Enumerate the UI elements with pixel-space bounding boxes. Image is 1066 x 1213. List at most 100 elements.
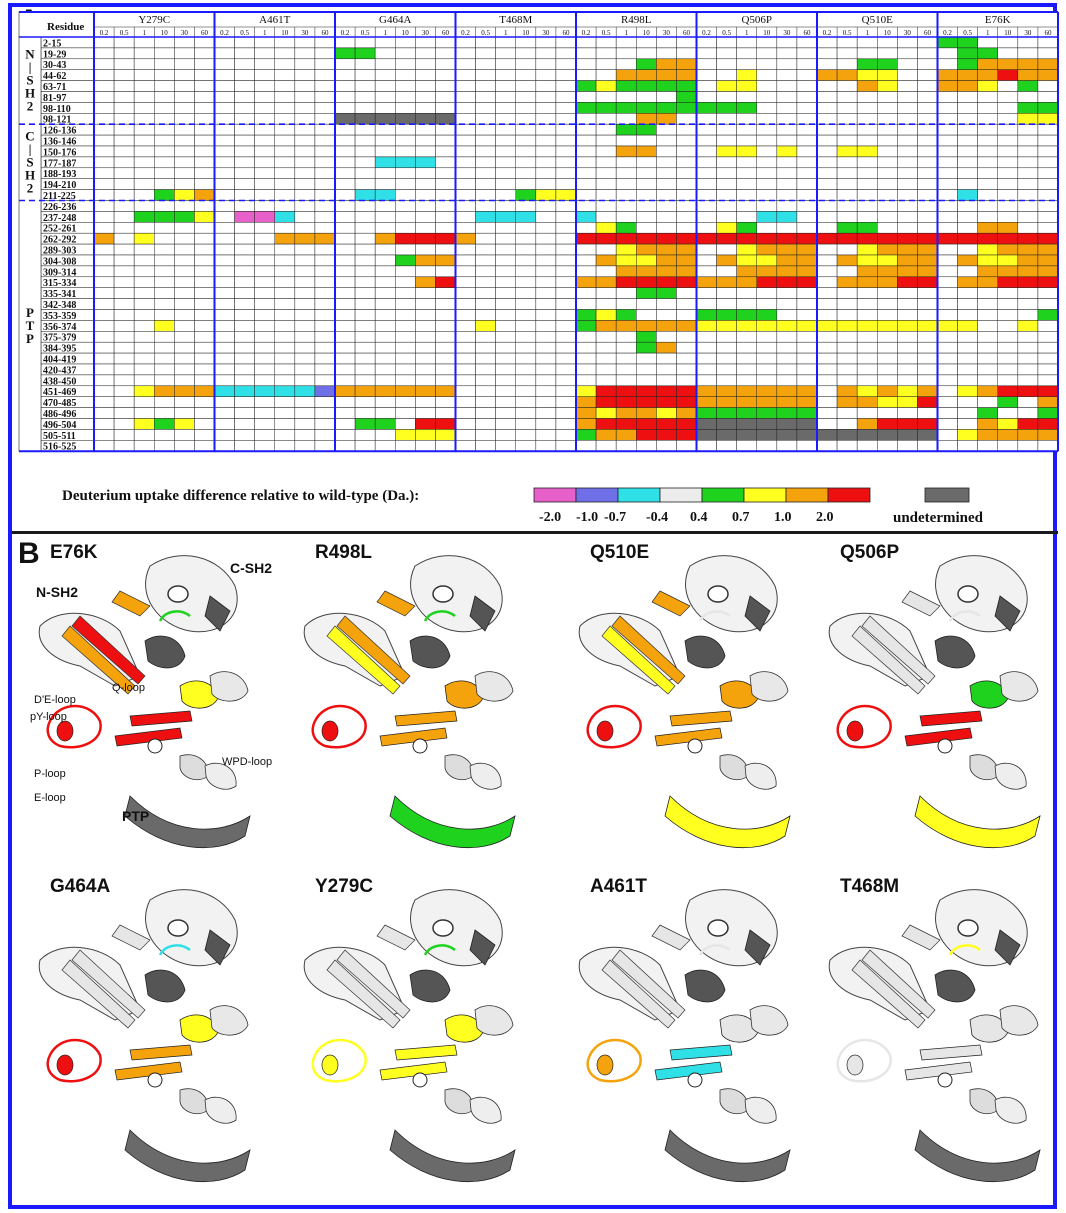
heatmap-cell [696, 134, 717, 147]
heatmap-cell [1017, 440, 1039, 452]
heatmap-cell [575, 363, 597, 376]
heatmap-cell [917, 418, 938, 430]
heatmap-cell [334, 276, 356, 288]
heatmap-cell [535, 36, 557, 49]
ptp-bottom-sheet [389, 795, 516, 849]
heatmap-cell [93, 265, 115, 278]
heatmap-cell [93, 123, 115, 136]
heatmap-cell [615, 363, 637, 376]
heatmap-cell [294, 113, 316, 125]
heatmap-cell [113, 396, 135, 408]
heatmap-cell [756, 80, 778, 92]
heatmap-cell [575, 80, 597, 92]
heatmap-cell [615, 396, 637, 408]
heatmap-cell [1017, 156, 1039, 169]
heatmap-cell [374, 407, 396, 419]
heatmap-cell [234, 440, 255, 452]
heatmap-cell [736, 91, 758, 103]
heatmap-cell [455, 396, 476, 408]
heatmap-cell [435, 331, 456, 343]
heatmap-cell [917, 385, 938, 397]
heatmap-cell [1037, 123, 1059, 136]
heatmap-cell [274, 440, 296, 452]
heatmap-cell [997, 58, 1019, 70]
heatmap-cell [194, 265, 215, 278]
heatmap-cell [274, 69, 296, 81]
heatmap-cell [154, 298, 175, 310]
heatmap-cell [1037, 385, 1059, 397]
loop-colored [423, 610, 456, 622]
heatmap-cell [435, 123, 456, 136]
heatmap-cell [314, 167, 336, 179]
heatmap-cell [154, 309, 175, 321]
heatmap-cell [696, 200, 717, 212]
heatmap-cell [234, 222, 255, 234]
heatmap-cell [656, 418, 677, 430]
heatmap-cell [997, 429, 1019, 441]
heatmap-cell [495, 265, 516, 278]
heatmap-cell [656, 363, 677, 376]
heatmap-cell [254, 178, 276, 190]
heatmap-cell [395, 69, 416, 81]
heatmap-cell [515, 211, 537, 223]
heatmap-cell [555, 145, 577, 158]
heatmap-cell [595, 331, 617, 343]
heatmap-cell [113, 243, 135, 256]
heatmap-cell [395, 156, 416, 169]
heatmap-cell [475, 396, 496, 408]
heatmap-cell [415, 167, 436, 179]
heatmap-cell [1017, 102, 1039, 114]
heatmap-cell [234, 91, 255, 103]
heatmap-cell [374, 276, 396, 288]
heatmap-cell [937, 102, 958, 114]
heatmap-cell [495, 320, 516, 332]
heatmap-cell [656, 320, 677, 332]
heatmap-cell [1037, 363, 1059, 376]
heatmap-cell [756, 385, 778, 397]
heatmap-cell [93, 407, 115, 419]
heatmap-cell [615, 200, 637, 212]
heatmap-cell [1017, 363, 1039, 376]
loop-colored [948, 944, 981, 956]
legend-swatch [785, 487, 829, 503]
heatmap-cell [154, 352, 175, 365]
helix-light [179, 754, 209, 781]
heatmap-cell [756, 167, 778, 179]
heatmap-cell [334, 396, 356, 408]
heatmap-cell [917, 156, 938, 169]
heatmap-cell [957, 123, 978, 136]
heatmap-cell [575, 222, 597, 234]
heatmap-cell [214, 254, 235, 267]
heatmap-cell [656, 331, 677, 343]
heatmap-cell [555, 276, 577, 288]
heatmap-cell [475, 440, 496, 452]
heatmap-cell [515, 309, 537, 321]
heatmap-cell [214, 418, 235, 430]
heatmap-cell [676, 396, 697, 408]
heatmap-cell [455, 211, 476, 223]
heatmap-cell [354, 309, 376, 321]
heatmap-cell [314, 36, 336, 49]
heatmap-cell [977, 352, 999, 365]
heatmap-cell [676, 211, 697, 223]
py-loop [586, 1038, 642, 1083]
heatmap-cell [354, 429, 376, 441]
heatmap-cell [395, 374, 416, 387]
heatmap-cell [816, 374, 838, 387]
heatmap-cell [234, 385, 255, 397]
loop-colored [423, 944, 456, 956]
heatmap-cell [415, 200, 436, 212]
heatmap-cell [354, 123, 376, 136]
heatmap-cell [957, 69, 978, 81]
heatmap-cell [535, 222, 557, 234]
heatmap-cell [756, 91, 778, 103]
heatmap-cell [816, 222, 838, 234]
heatmap-cell [595, 429, 617, 441]
heatmap-cell [455, 363, 476, 376]
heatmap-cell [957, 211, 978, 223]
heatmap-cell [395, 145, 416, 158]
heatmap-cell [1017, 287, 1039, 299]
heatmap-cell [997, 298, 1019, 310]
heatmap-cell [696, 341, 717, 354]
heatmap-cell [676, 156, 697, 169]
